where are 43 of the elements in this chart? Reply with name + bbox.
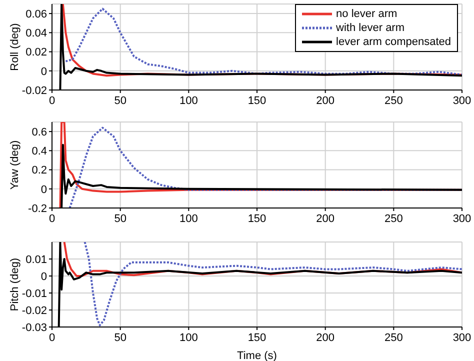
x-tick-label: 150 — [248, 212, 266, 225]
x-tick-label: 300 — [452, 94, 472, 107]
x-tick-label: 200 — [316, 332, 335, 344]
y-tick-label: 0.01 — [26, 254, 47, 266]
y-tick-label: -0.01 — [22, 288, 47, 300]
x-tick-label: 300 — [452, 332, 472, 344]
x-tick-label: 250 — [384, 212, 403, 225]
x-tick-label: 150 — [248, 94, 266, 107]
x-tick-label: 0 — [48, 94, 56, 107]
x-tick-label: 0 — [48, 212, 56, 225]
legend-label: with lever arm — [336, 21, 405, 35]
x-tick-label: 150 — [248, 332, 266, 344]
x-tick-label: 300 — [452, 212, 472, 225]
y-tick-label: -0.02 — [22, 84, 47, 97]
y-axis-title: Pitch (deg) — [8, 258, 21, 312]
x-axis-title: Time (s) — [237, 350, 277, 361]
y-tick-label: 0.02 — [26, 46, 47, 59]
x-tick-label: 200 — [316, 94, 335, 107]
y-tick-label: 0.2 — [32, 164, 47, 177]
y-tick-label: 0.6 — [32, 126, 47, 138]
legend-label: no lever arm — [336, 7, 398, 21]
y-tick-label: 0 — [40, 184, 47, 196]
y-axis-title: Yaw (deg) — [8, 140, 21, 190]
y-tick-label: -0.03 — [22, 322, 47, 334]
x-tick-label: 0 — [48, 332, 56, 344]
y-tick-label: -0.2 — [28, 202, 47, 215]
x-tick-label: 250 — [384, 332, 403, 344]
x-tick-label: 50 — [114, 94, 126, 107]
x-tick-label: 100 — [179, 94, 198, 107]
x-tick-label: 250 — [384, 94, 403, 107]
y-tick-label: 0.06 — [26, 8, 47, 20]
y-tick-label: 0 — [40, 66, 47, 78]
y-tick-label: 0.04 — [26, 28, 47, 40]
legend-label: lever arm compensated — [336, 35, 451, 49]
x-tick-label: 50 — [114, 332, 126, 344]
y-tick-label: 0 — [40, 270, 47, 283]
y-tick-label: 0.4 — [32, 146, 47, 158]
x-tick-label: 100 — [179, 212, 198, 225]
y-tick-label: -0.02 — [22, 304, 47, 317]
x-tick-label: 50 — [114, 212, 126, 225]
y-axis-title: Roll (deg) — [8, 23, 21, 71]
x-tick-label: 100 — [179, 332, 198, 344]
x-tick-label: 200 — [316, 212, 335, 225]
